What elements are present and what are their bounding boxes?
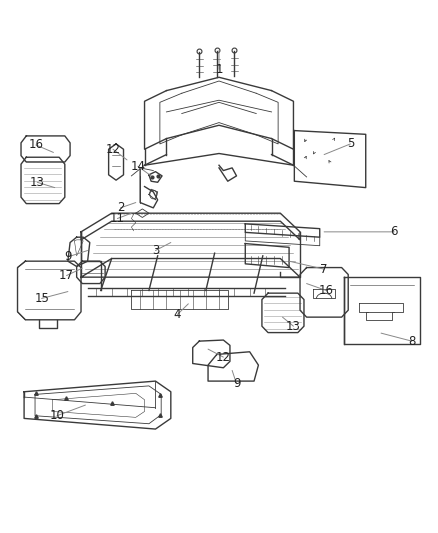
Text: 13: 13 [286, 320, 301, 333]
Text: 2: 2 [117, 201, 124, 214]
Text: 8: 8 [408, 335, 415, 348]
Text: 6: 6 [390, 225, 398, 238]
Text: 17: 17 [59, 269, 74, 282]
Text: 15: 15 [34, 292, 49, 305]
Text: 3: 3 [152, 244, 159, 257]
Text: 7: 7 [320, 263, 328, 276]
Text: 4: 4 [173, 308, 181, 321]
Text: 10: 10 [49, 409, 64, 422]
Text: 16: 16 [319, 284, 334, 297]
Text: 1: 1 [215, 63, 223, 76]
Text: 14: 14 [131, 160, 145, 173]
Text: 12: 12 [106, 143, 120, 156]
Text: 12: 12 [216, 351, 231, 364]
Text: 16: 16 [28, 139, 43, 151]
Text: 9: 9 [233, 377, 240, 390]
Text: 13: 13 [30, 176, 45, 189]
Text: 5: 5 [347, 138, 354, 150]
Text: 9: 9 [64, 251, 72, 263]
Text: 11: 11 [110, 212, 125, 225]
